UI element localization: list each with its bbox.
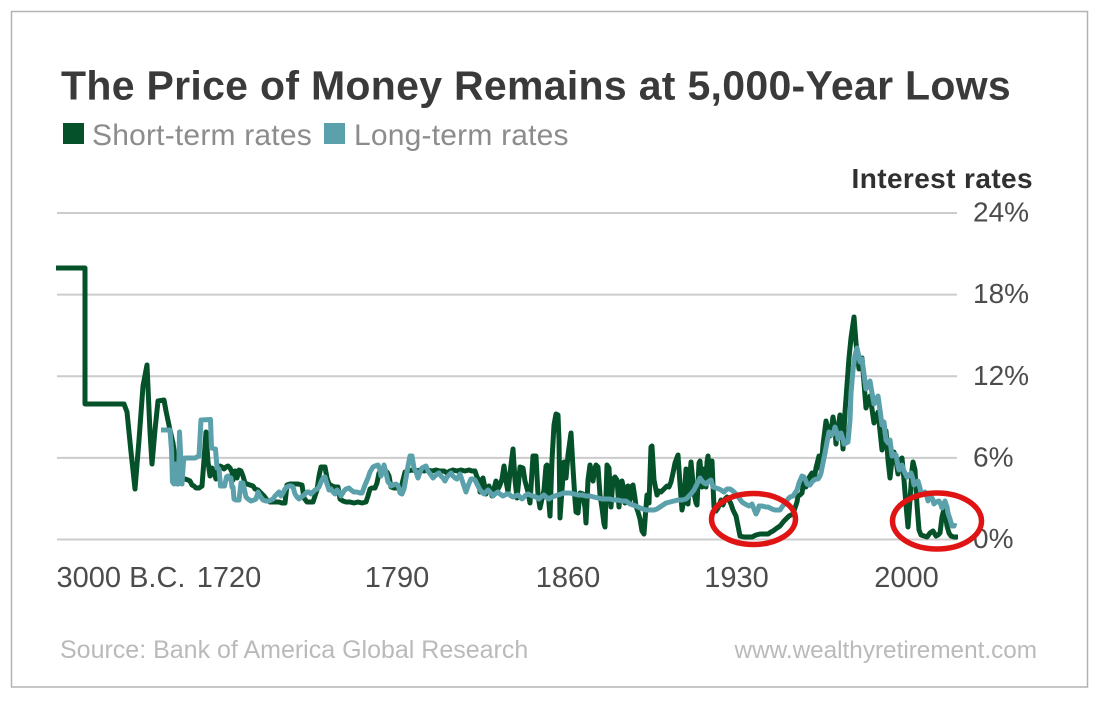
svg-text:18%: 18%: [973, 278, 1029, 309]
svg-text:12%: 12%: [973, 360, 1029, 391]
svg-text:1790: 1790: [365, 562, 430, 594]
svg-text:24%: 24%: [973, 197, 1029, 228]
svg-text:The Price of Money Remains at: The Price of Money Remains at 5,000-Year…: [61, 63, 1011, 109]
svg-text:Interest rates: Interest rates: [852, 163, 1033, 194]
svg-text:1860: 1860: [536, 562, 601, 594]
svg-text:3000 B.C.: 3000 B.C.: [57, 562, 186, 594]
svg-text:Long-term rates: Long-term rates: [354, 119, 569, 152]
svg-text:1720: 1720: [197, 562, 262, 594]
svg-text:www.wealthyretirement.com: www.wealthyretirement.com: [734, 637, 1037, 664]
svg-text:Short-term rates: Short-term rates: [92, 119, 312, 152]
svg-text:1930: 1930: [704, 562, 769, 594]
svg-text:6%: 6%: [973, 441, 1013, 472]
svg-text:2000: 2000: [874, 562, 939, 594]
svg-text:Source: Bank of America Global: Source: Bank of America Global Research: [60, 636, 528, 664]
